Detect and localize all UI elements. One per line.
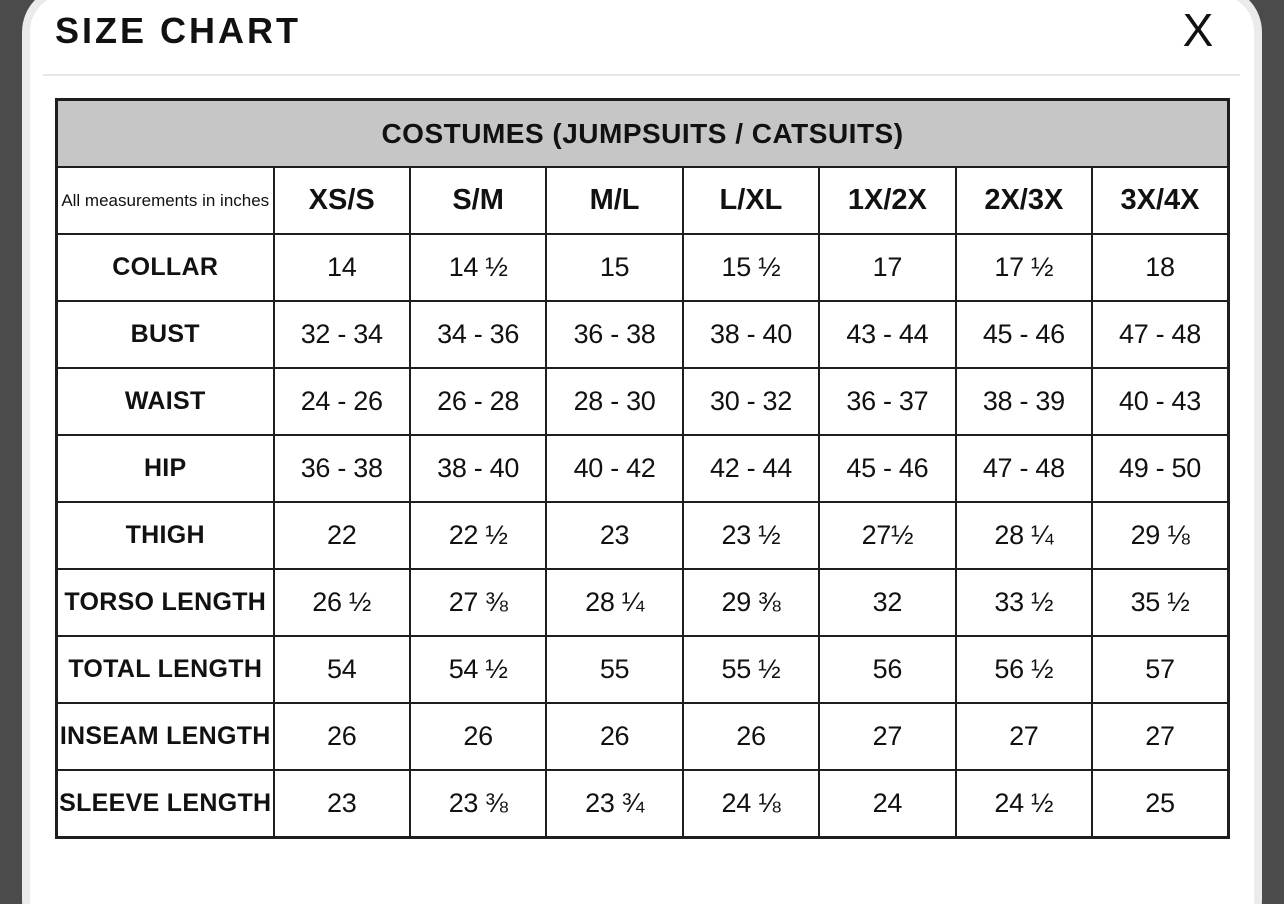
- value-cell: 55 ½: [681, 635, 821, 704]
- value-cell: 26: [545, 702, 684, 771]
- value-cell: 24 - 26: [272, 367, 411, 436]
- value-cell: 24 ⅛: [681, 769, 821, 839]
- value-cell: 27½: [818, 501, 957, 570]
- value-cell: 30 - 32: [681, 367, 821, 436]
- value-cell: 40 - 42: [545, 434, 684, 503]
- value-cell: 36 - 38: [272, 434, 411, 503]
- value-cell: 47 - 48: [1091, 300, 1230, 369]
- value-cell: 26 ½: [272, 568, 411, 637]
- row-label: HIP: [55, 434, 275, 503]
- row-label: TOTAL LENGTH: [55, 635, 275, 704]
- value-cell: 43 - 44: [818, 300, 957, 369]
- value-cell: 23: [545, 501, 684, 570]
- table-row-inseam-length: INSEAM LENGTH 26 26 26 26 27 27 27: [55, 702, 1230, 771]
- table-row-total-length: TOTAL LENGTH 54 54 ½ 55 55 ½ 56 56 ½ 57: [55, 635, 1230, 704]
- measurement-note: All measurements in inches: [55, 166, 275, 235]
- value-cell: 14 ½: [408, 233, 548, 302]
- value-cell: 23 ½: [681, 501, 821, 570]
- row-label: THIGH: [55, 501, 275, 570]
- table-row-sleeve-length: SLEEVE LENGTH 23 23 ⅜ 23 ¾ 24 ⅛ 24 24 ½ …: [55, 769, 1230, 839]
- value-cell: 38 - 40: [408, 434, 548, 503]
- value-cell: 55: [545, 635, 684, 704]
- table-row-bust: BUST 32 - 34 34 - 36 36 - 38 38 - 40 43 …: [55, 300, 1230, 369]
- table-row-torso-length: TORSO LENGTH 26 ½ 27 ⅜ 28 ¼ 29 ⅜ 32 33 ½…: [55, 568, 1230, 637]
- value-cell: 28 ¼: [545, 568, 684, 637]
- size-header-row: All measurements in inches XS/S S/M M/L …: [55, 166, 1230, 235]
- value-cell: 27 ⅜: [408, 568, 548, 637]
- value-cell: 17 ½: [954, 233, 1094, 302]
- col-header-l-xl: L/XL: [681, 166, 821, 235]
- value-cell: 17: [818, 233, 957, 302]
- row-label: TORSO LENGTH: [55, 568, 275, 637]
- value-cell: 49 - 50: [1091, 434, 1230, 503]
- col-header-1x-2x: 1X/2X: [818, 166, 957, 235]
- header-divider: [43, 74, 1240, 76]
- value-cell: 36 - 38: [545, 300, 684, 369]
- value-cell: 35 ½: [1091, 568, 1230, 637]
- value-cell: 56: [818, 635, 957, 704]
- value-cell: 38 - 39: [954, 367, 1094, 436]
- value-cell: 14: [272, 233, 411, 302]
- value-cell: 15: [545, 233, 684, 302]
- value-cell: 26: [272, 702, 411, 771]
- value-cell: 24 ½: [954, 769, 1094, 839]
- value-cell: 15 ½: [681, 233, 821, 302]
- value-cell: 54 ½: [408, 635, 548, 704]
- value-cell: 57: [1091, 635, 1230, 704]
- size-chart-modal: SIZE CHART X COSTUMES (JUMPSUITS / CATSU…: [22, 0, 1262, 904]
- value-cell: 23 ⅜: [408, 769, 548, 839]
- value-cell: 26 - 28: [408, 367, 548, 436]
- row-label: WAIST: [55, 367, 275, 436]
- value-cell: 23 ¾: [545, 769, 684, 839]
- value-cell: 42 - 44: [681, 434, 821, 503]
- value-cell: 45 - 46: [954, 300, 1094, 369]
- row-label: COLLAR: [55, 233, 275, 302]
- value-cell: 33 ½: [954, 568, 1094, 637]
- table-row-thigh: THIGH 22 22 ½ 23 23 ½ 27½ 28 ¼ 29 ⅛: [55, 501, 1230, 570]
- col-header-3x-4x: 3X/4X: [1091, 166, 1230, 235]
- caption-row: COSTUMES (JUMPSUITS / CATSUITS): [55, 98, 1230, 168]
- size-chart-table: COSTUMES (JUMPSUITS / CATSUITS) All meas…: [55, 98, 1230, 839]
- close-icon[interactable]: X: [1170, 2, 1226, 58]
- value-cell: 32: [818, 568, 957, 637]
- row-label: SLEEVE LENGTH: [55, 769, 275, 839]
- value-cell: 36 - 37: [818, 367, 957, 436]
- value-cell: 29 ⅛: [1091, 501, 1230, 570]
- table-row-hip: HIP 36 - 38 38 - 40 40 - 42 42 - 44 45 -…: [55, 434, 1230, 503]
- value-cell: 45 - 46: [818, 434, 957, 503]
- col-header-s-m: S/M: [408, 166, 548, 235]
- value-cell: 25: [1091, 769, 1230, 839]
- value-cell: 27: [954, 702, 1094, 771]
- value-cell: 34 - 36: [408, 300, 548, 369]
- value-cell: 24: [818, 769, 957, 839]
- value-cell: 26: [408, 702, 548, 771]
- col-header-2x-3x: 2X/3X: [954, 166, 1094, 235]
- value-cell: 54: [272, 635, 411, 704]
- value-cell: 26: [681, 702, 821, 771]
- value-cell: 27: [1091, 702, 1230, 771]
- value-cell: 47 - 48: [954, 434, 1094, 503]
- value-cell: 40 - 43: [1091, 367, 1230, 436]
- row-label: BUST: [55, 300, 275, 369]
- value-cell: 22: [272, 501, 411, 570]
- col-header-m-l: M/L: [545, 166, 684, 235]
- value-cell: 32 - 34: [272, 300, 411, 369]
- value-cell: 38 - 40: [681, 300, 821, 369]
- row-label: INSEAM LENGTH: [55, 702, 275, 771]
- table-caption: COSTUMES (JUMPSUITS / CATSUITS): [55, 98, 1230, 168]
- value-cell: 28 - 30: [545, 367, 684, 436]
- table-row-waist: WAIST 24 - 26 26 - 28 28 - 30 30 - 32 36…: [55, 367, 1230, 436]
- value-cell: 56 ½: [954, 635, 1094, 704]
- modal-title: SIZE CHART: [55, 10, 301, 51]
- value-cell: 22 ½: [408, 501, 548, 570]
- value-cell: 18: [1091, 233, 1230, 302]
- table-row-collar: COLLAR 14 14 ½ 15 15 ½ 17 17 ½ 18: [55, 233, 1230, 302]
- col-header-xs-s: XS/S: [272, 166, 411, 235]
- value-cell: 29 ⅜: [681, 568, 821, 637]
- value-cell: 28 ¼: [954, 501, 1094, 570]
- value-cell: 23: [272, 769, 411, 839]
- value-cell: 27: [818, 702, 957, 771]
